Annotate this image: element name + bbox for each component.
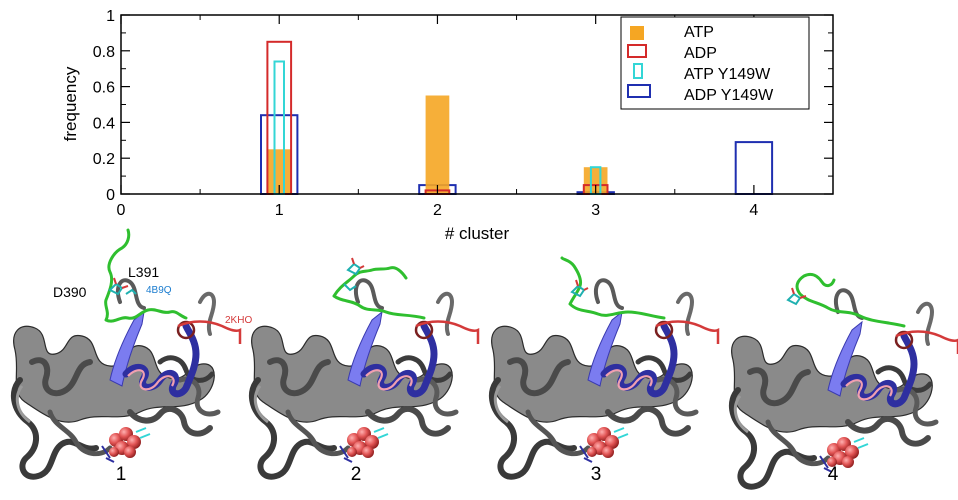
panel-number-2: 2 [351,464,362,485]
legend-label: ATP [684,24,714,41]
legend: ATP ADP ATP Y149W ADP Y149W [620,16,810,110]
y-axis-label: frequency [61,66,80,141]
legend-swatch [627,84,651,98]
x-tick-label: 4 [749,202,758,219]
structure-panel-4 [732,272,958,486]
bar-atp-cluster-3 [583,167,608,194]
legend-label: ADP [684,45,717,62]
legend-swatch [630,26,644,40]
loop-region [332,266,426,320]
bar-atp-cluster-2 [425,95,450,194]
x-tick-label: 2 [433,202,442,219]
legend-label: ATP Y149W [684,66,771,83]
legend-swatch [633,63,643,79]
loop-region [795,272,906,328]
structure-panel-1 [14,228,242,477]
legend-swatch [627,44,647,58]
loop-region [104,228,188,323]
y-tick-label: 0.2 [93,151,115,168]
structure-panel-2 [252,257,480,477]
y-tick-label: 0.6 [93,80,115,97]
structure-panel-3 [492,256,720,477]
histogram-chart: 0 1 2 3 400.20.40.60.81 frequency # cluster … [61,8,834,243]
y-tick-label: 0.8 [93,44,115,61]
panel-number-4: 4 [828,464,839,485]
y-tick-label: 1 [106,8,115,25]
x-tick-label: 0 [117,202,126,219]
legend-label: ADP Y149W [684,87,774,104]
panel-number-1: 1 [116,464,127,485]
x-tick-label: 1 [275,202,284,219]
y-tick-label: 0 [106,187,115,204]
axis-ticks: 0 1 2 3 4 0 0.2 0.4 0.6 0.8 1 [93,8,833,219]
label-d390: D390 [53,284,87,300]
panel-number-3: 3 [591,464,602,485]
x-tick-label: 3 [591,202,600,219]
x-axis-label: # cluster [445,224,510,243]
label-l391: L391 [128,264,159,280]
bar-atp-cluster-1 [267,149,292,195]
y-tick-label: 0.4 [93,115,115,132]
label-4b9q: 4B9Q [146,285,172,296]
legend-frame [620,16,810,110]
label-2kho: 2KHO [225,315,252,326]
